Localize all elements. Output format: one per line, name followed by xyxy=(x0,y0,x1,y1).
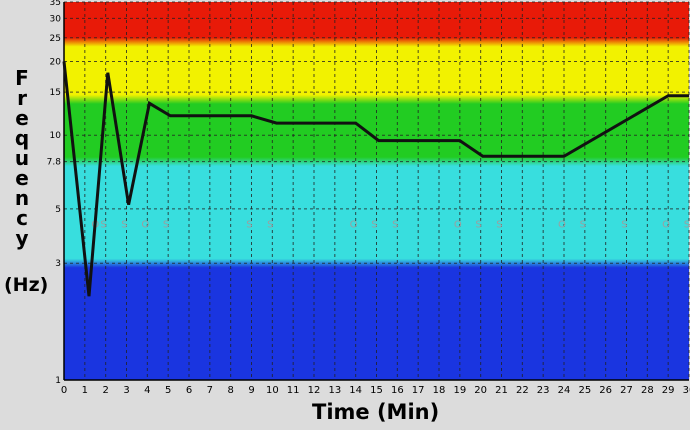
series-lines xyxy=(62,61,689,297)
x-tick-label: 19 xyxy=(453,385,466,396)
y-axis-label-letter: c xyxy=(16,206,28,230)
x-tick-label: 17 xyxy=(412,385,425,396)
x-tick-label: 25 xyxy=(578,385,591,396)
x-tick-label: 0 xyxy=(61,385,67,396)
x-axis-label: Time (Min) xyxy=(312,400,440,424)
x-tick-label: 11 xyxy=(287,385,300,396)
event-marker: S xyxy=(163,219,169,230)
event-marker: S xyxy=(100,219,106,230)
y-axis-label-letter: r xyxy=(17,86,27,110)
x-tick-label: 24 xyxy=(558,385,571,396)
x-tick-label: 7 xyxy=(207,385,213,396)
x-tick-label: 4 xyxy=(144,385,150,396)
y-tick-label: 3 xyxy=(55,259,61,269)
event-marker: S xyxy=(580,219,586,230)
x-tick-label: 16 xyxy=(391,385,404,396)
x-tick-label: 20 xyxy=(474,385,487,396)
event-marker: S xyxy=(371,219,377,230)
x-tick-label: 8 xyxy=(227,385,233,396)
x-tick-label: 1 xyxy=(82,385,88,396)
y-tick-label: 7.8 xyxy=(47,158,62,168)
x-tick-label: 26 xyxy=(599,385,612,396)
y-axis-label-letter: n xyxy=(14,186,30,210)
event-marker: S xyxy=(246,219,252,230)
x-tick-label: 15 xyxy=(370,385,383,396)
y-axis-label-letter: y xyxy=(15,226,29,250)
x-tick-label: 14 xyxy=(349,385,362,396)
x-tick-label: 12 xyxy=(308,385,321,396)
event-marker: O xyxy=(141,219,149,230)
y-tick-label: 5 xyxy=(55,205,61,215)
y-tick-label: 1 xyxy=(55,376,61,386)
x-tick-label: 28 xyxy=(641,385,654,396)
y-tick-label: 15 xyxy=(50,88,61,98)
x-tick-labels: 0 1 2 3 4 5 6 7 8 9 10 11 12 13 14 15 16 17 18 19 20 21 22 23 24… xyxy=(61,385,690,396)
x-tick-label: 3 xyxy=(123,385,129,396)
event-marker: S xyxy=(267,219,273,230)
event-marker: O xyxy=(662,219,670,230)
event-marker: O xyxy=(350,219,358,230)
y-axis-label-letter: q xyxy=(14,126,30,150)
event-marker: S xyxy=(475,219,481,230)
event-marker: O xyxy=(454,219,462,230)
x-tick-label: 27 xyxy=(620,385,633,396)
x-tick-label: 23 xyxy=(537,385,550,396)
y-tick-label: 10 xyxy=(50,131,62,141)
x-tick-label: 18 xyxy=(433,385,446,396)
y-tick-label: 35 xyxy=(50,0,61,8)
event-marker: S xyxy=(121,219,127,230)
x-tick-label: 10 xyxy=(266,385,279,396)
event-marker: O xyxy=(558,219,566,230)
x-tick-label: 29 xyxy=(662,385,675,396)
x-tick-label: 22 xyxy=(516,385,529,396)
y-tick-label: 30 xyxy=(50,14,62,24)
event-marker: S xyxy=(392,219,398,230)
x-tick-label: 9 xyxy=(248,385,254,396)
x-tick-label: 5 xyxy=(165,385,171,396)
x-tick-label: 21 xyxy=(495,385,508,396)
x-tick-label: 6 xyxy=(186,385,192,396)
y-axis-label-letter: u xyxy=(14,146,30,170)
y-axis-unit: (Hz) xyxy=(4,274,49,296)
frequency-line xyxy=(62,61,689,297)
y-tick-label: 25 xyxy=(50,34,61,44)
event-marker: S xyxy=(684,219,690,230)
event-marker: S xyxy=(621,219,627,230)
x-tick-label: 2 xyxy=(102,385,108,396)
y-tick-label: 20 xyxy=(50,57,62,67)
x-tick-label: 13 xyxy=(328,385,341,396)
y-axis-label-letter: e xyxy=(15,166,29,190)
grid-lines xyxy=(63,1,690,381)
x-tick-label: 30 xyxy=(683,385,690,396)
event-marker: S xyxy=(496,219,502,230)
y-axis-label-letter: e xyxy=(15,106,29,130)
y-axis-label-letter: F xyxy=(15,66,29,90)
